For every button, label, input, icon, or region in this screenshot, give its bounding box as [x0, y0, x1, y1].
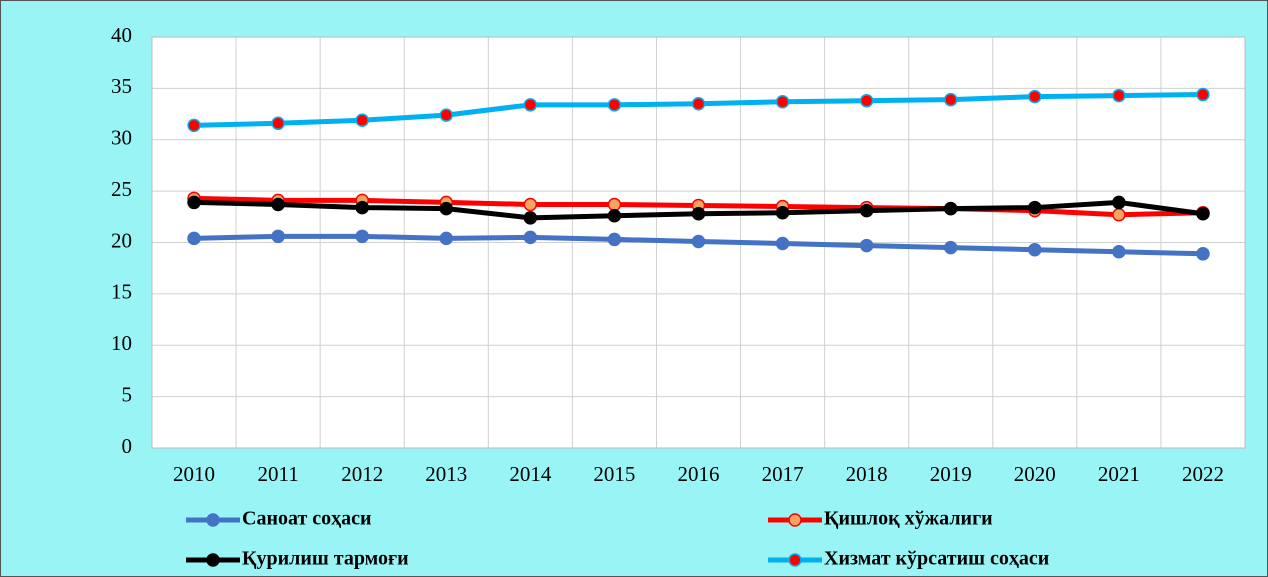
data-point [355, 200, 369, 215]
y-tick-label: 20 [111, 228, 132, 252]
data-point [691, 234, 706, 249]
x-tick-label: 2016 [678, 462, 720, 486]
data-point [1196, 87, 1210, 102]
legend-label: Қурилиш тармоғи [242, 548, 409, 570]
data-point [607, 197, 622, 212]
data-point [607, 98, 622, 112]
y-tick-label: 15 [111, 280, 132, 304]
data-point [1028, 89, 1042, 104]
x-tick-label: 2013 [425, 462, 467, 486]
data-point [1112, 88, 1126, 103]
y-tick-label: 30 [111, 126, 132, 150]
y-tick-label: 35 [111, 74, 132, 98]
data-point [1112, 244, 1126, 259]
data-point [523, 211, 538, 225]
x-tick-label: 2018 [846, 462, 888, 486]
x-tick-label: 2015 [593, 462, 635, 486]
data-point [355, 113, 369, 127]
data-point [607, 209, 622, 223]
legend-marker [206, 513, 220, 527]
x-tick-label: 2017 [762, 462, 804, 486]
data-point [775, 94, 790, 109]
legend-label: Саноат соҳаси [242, 508, 372, 530]
y-tick-label: 25 [111, 177, 132, 201]
x-tick-label: 2021 [1098, 462, 1140, 486]
y-tick-label: 0 [122, 434, 133, 458]
data-point [859, 93, 874, 108]
y-tick-label: 10 [111, 331, 132, 355]
data-point [271, 229, 285, 244]
data-point [1112, 208, 1126, 222]
data-point [859, 203, 874, 218]
y-tick-label: 5 [122, 382, 133, 406]
data-point [523, 197, 538, 212]
data-point [1028, 242, 1042, 257]
x-tick-label: 2022 [1182, 462, 1224, 486]
x-tick-label: 2019 [930, 462, 972, 486]
data-point [943, 92, 958, 107]
legend-label: Хизмат кўрсатиш соҳаси [824, 548, 1049, 570]
data-point [943, 201, 958, 216]
data-point [943, 240, 958, 255]
data-point [523, 230, 538, 245]
data-point [523, 98, 538, 112]
data-point [187, 231, 201, 246]
data-point [607, 232, 622, 247]
data-point [187, 118, 201, 133]
x-tick-label: 2010 [173, 462, 215, 486]
x-tick-label: 2014 [509, 462, 552, 486]
data-point [775, 205, 790, 220]
data-point [439, 231, 454, 246]
legend-label: Қишлоқ хўжалиги [824, 508, 993, 530]
data-point [859, 238, 874, 253]
x-tick-label: 2020 [1014, 462, 1056, 486]
data-point [439, 108, 454, 122]
legend-marker [206, 553, 220, 567]
data-point [775, 236, 790, 251]
x-tick-label: 2012 [341, 462, 383, 486]
plot-border [151, 36, 1246, 449]
data-point [1112, 195, 1126, 210]
data-point [1028, 200, 1042, 215]
data-point [691, 206, 706, 221]
data-point [691, 97, 706, 111]
data-point [1196, 247, 1210, 261]
data-point [1196, 206, 1210, 221]
data-point [187, 195, 201, 210]
data-point [271, 197, 285, 212]
legend-marker [788, 553, 802, 567]
data-point [271, 116, 285, 131]
y-tick-label: 40 [111, 23, 132, 47]
data-point [439, 201, 454, 216]
x-tick-label: 2011 [257, 462, 298, 486]
data-point [355, 229, 369, 244]
legend-marker [788, 513, 802, 527]
